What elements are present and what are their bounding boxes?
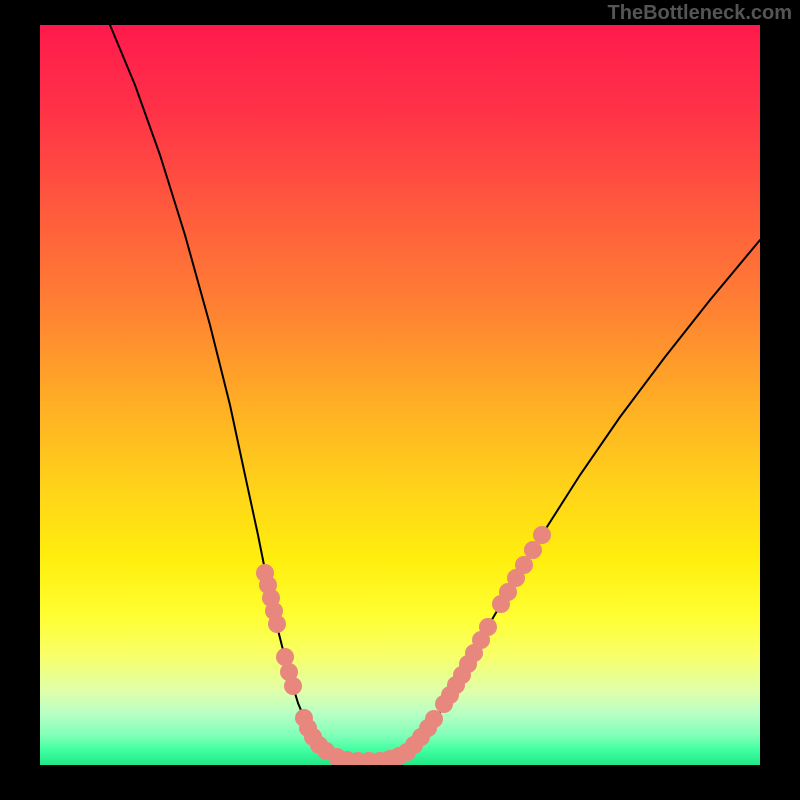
watermark-text: TheBottleneck.com: [608, 2, 792, 25]
data-marker: [533, 526, 551, 544]
plot-svg: [40, 25, 760, 765]
data-marker: [425, 710, 443, 728]
plot-area: [40, 25, 760, 765]
data-marker: [524, 541, 542, 559]
chart-container: TheBottleneck.com: [0, 0, 800, 800]
bottleneck-curve: [110, 25, 760, 762]
data-marker: [515, 556, 533, 574]
data-marker: [284, 677, 302, 695]
data-marker: [479, 618, 497, 636]
data-marker: [268, 615, 286, 633]
